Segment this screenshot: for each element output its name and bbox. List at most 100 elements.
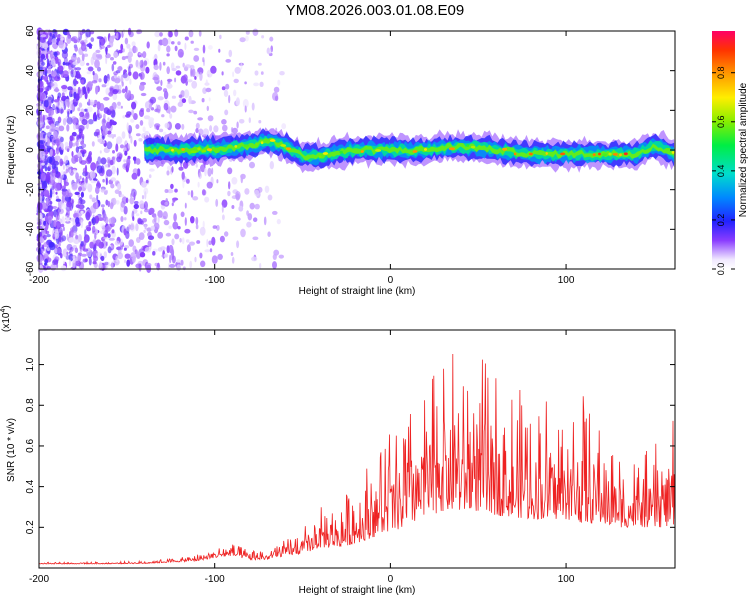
noise-speck — [166, 170, 170, 176]
noise-speck — [183, 89, 190, 99]
noise-speck — [63, 181, 69, 187]
noise-speck — [142, 126, 146, 133]
noise-speck — [101, 84, 107, 88]
noise-speck — [184, 217, 187, 226]
noise-speck — [136, 29, 143, 35]
noise-speck — [101, 135, 105, 139]
noise-speck — [254, 203, 260, 210]
noise-speck — [49, 107, 55, 116]
signal-hotspot — [619, 153, 622, 157]
noise-speck — [202, 220, 205, 229]
signal-hotspot — [202, 149, 207, 153]
noise-speck — [171, 41, 175, 45]
noise-speck — [133, 113, 138, 120]
noise-speck — [58, 125, 65, 132]
noise-speck — [100, 157, 107, 165]
noise-speck — [95, 85, 99, 95]
noise-speck — [169, 263, 176, 268]
noise-speck — [206, 238, 209, 248]
noise-speck — [221, 71, 224, 76]
noise-speck — [153, 64, 159, 71]
noise-speck — [106, 169, 113, 177]
noise-speck — [139, 200, 145, 208]
noise-speck — [80, 129, 83, 136]
noise-speck — [181, 98, 187, 104]
noise-speck — [201, 189, 206, 196]
noise-speck — [238, 205, 244, 212]
noise-speck — [185, 239, 190, 243]
noise-speck — [171, 67, 177, 72]
noise-speck — [106, 141, 113, 150]
y-tick-label: -20 — [25, 182, 36, 197]
y-tick-label: 0.6 — [25, 439, 36, 453]
signal-hotspot — [612, 153, 618, 156]
noise-speck — [80, 253, 87, 257]
noise-speck — [38, 114, 44, 123]
noise-speck — [135, 263, 142, 269]
noise-speck — [134, 201, 139, 205]
noise-speck — [102, 122, 106, 132]
noise-speck — [44, 215, 48, 222]
noise-speck — [141, 181, 147, 188]
signal-hotspot — [671, 151, 675, 154]
noise-speck — [60, 265, 67, 272]
noise-speck — [48, 34, 52, 44]
signal-hotspot — [598, 152, 601, 156]
noise-speck — [208, 45, 213, 50]
noise-speck — [112, 61, 117, 65]
noise-speck — [245, 35, 249, 42]
signal-hotspot — [375, 149, 382, 152]
noise-speck — [70, 103, 75, 111]
noise-speck — [135, 158, 141, 165]
noise-speck — [92, 71, 95, 76]
noise-speck — [278, 254, 284, 259]
noise-speck — [79, 248, 83, 253]
noise-speck — [61, 85, 68, 90]
noise-speck — [66, 117, 73, 125]
y-tick-label: 0.8 — [25, 398, 36, 412]
noise-speck — [77, 107, 81, 112]
snr-x-axis-label: Height of straight line (km) — [299, 585, 416, 596]
noise-speck — [146, 108, 151, 113]
noise-speck — [132, 71, 139, 80]
noise-speck — [177, 226, 181, 230]
noise-speck — [79, 199, 86, 205]
signal-hotspot — [470, 145, 476, 149]
noise-speck — [227, 190, 231, 197]
noise-speck — [68, 259, 71, 267]
noise-speck — [44, 189, 49, 195]
noise-speck — [121, 56, 126, 61]
noise-speck — [199, 72, 203, 81]
noise-speck — [157, 96, 164, 101]
noise-speck — [103, 75, 108, 84]
noise-speck — [79, 59, 85, 67]
noise-speck — [46, 132, 52, 138]
noise-speck — [75, 217, 80, 225]
noise-speck — [69, 169, 72, 173]
noise-speck — [258, 120, 262, 124]
noise-speck — [221, 86, 226, 91]
noise-speck — [90, 56, 95, 66]
noise-speck — [108, 237, 115, 241]
noise-speck — [143, 60, 148, 66]
noise-speck — [206, 181, 213, 189]
signal-band-layer — [144, 135, 675, 163]
noise-speck — [72, 259, 76, 269]
snr-frame — [38, 329, 676, 569]
noise-speck — [124, 259, 127, 264]
noise-speck — [80, 140, 84, 145]
noise-speck — [200, 260, 206, 268]
noise-speck — [240, 62, 243, 70]
x-tick-label: 0 — [388, 574, 394, 585]
noise-speck — [50, 70, 57, 77]
noise-speck — [80, 43, 87, 52]
noise-speck — [39, 150, 46, 159]
noise-speck — [123, 247, 127, 251]
signal-hotspot — [190, 150, 197, 154]
noise-speck — [182, 180, 185, 189]
noise-speck — [166, 45, 171, 53]
noise-speck — [37, 202, 43, 211]
noise-speck — [115, 246, 122, 251]
noise-speck — [140, 73, 143, 80]
x-tick-label: -100 — [205, 574, 225, 585]
